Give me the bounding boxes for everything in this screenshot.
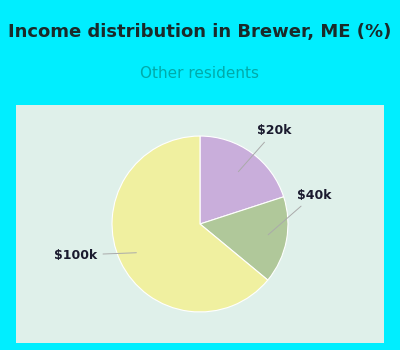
Text: $20k: $20k [238, 124, 292, 172]
Wedge shape [112, 136, 268, 312]
Text: Other residents: Other residents [140, 66, 260, 81]
Wedge shape [200, 136, 284, 224]
Text: $100k: $100k [54, 248, 136, 261]
Wedge shape [200, 197, 288, 280]
Text: Income distribution in Brewer, ME (%): Income distribution in Brewer, ME (%) [8, 22, 392, 41]
Text: $40k: $40k [268, 189, 331, 235]
